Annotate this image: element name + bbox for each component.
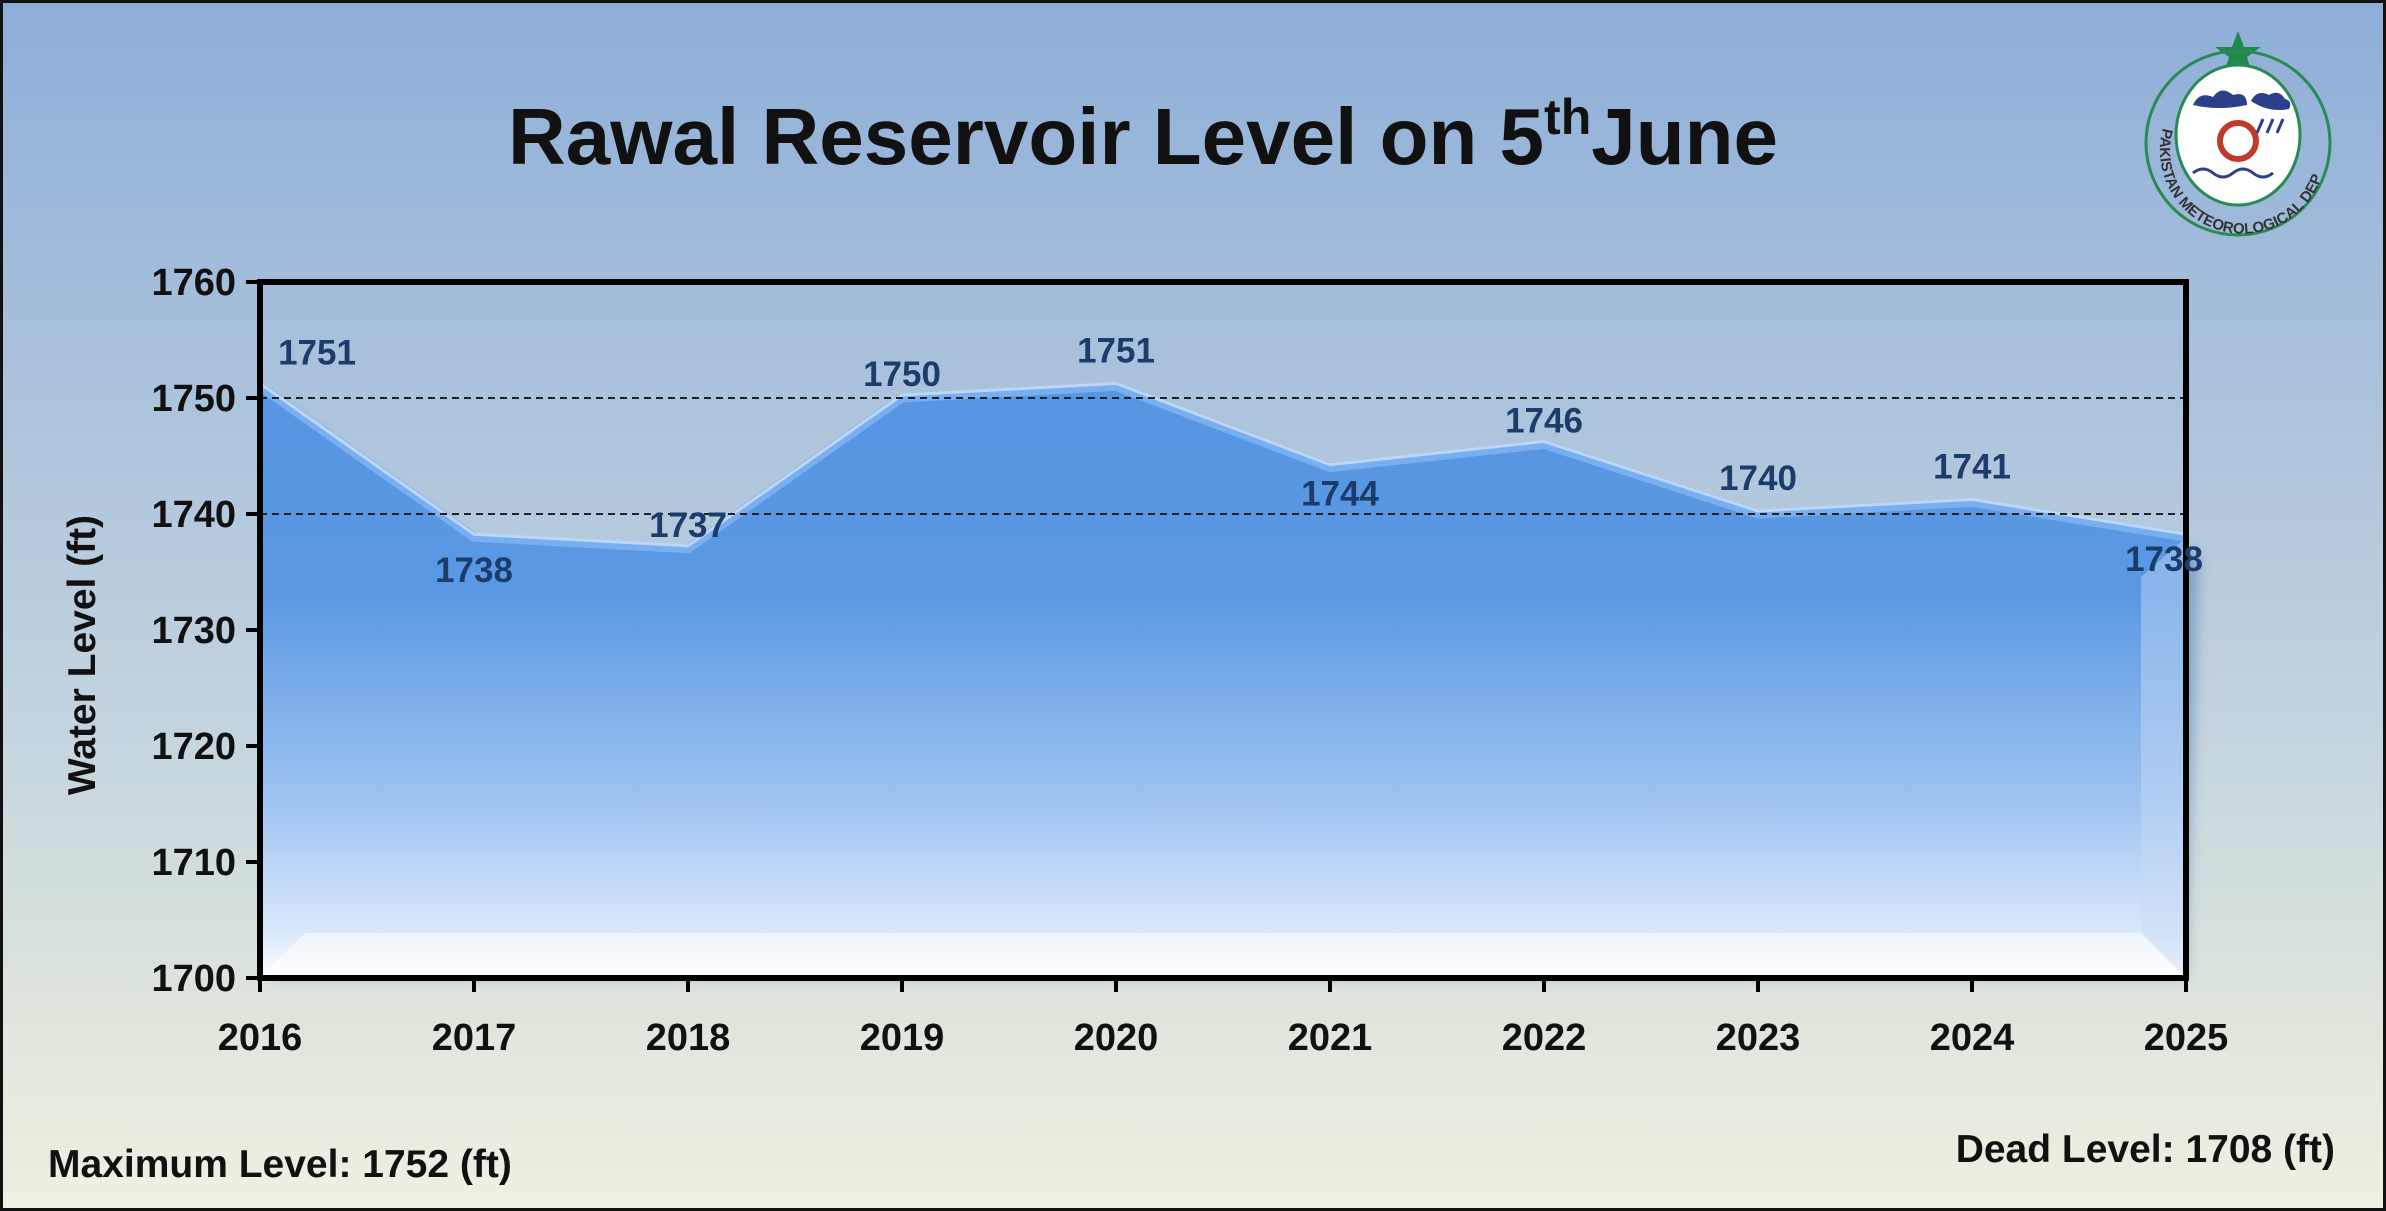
maximum-level-note: Maximum Level: 1752 (ft)	[48, 1143, 512, 1186]
data-label: 1744	[1301, 475, 1379, 514]
y-tick-label: 1700	[151, 958, 236, 1000]
data-label: 1737	[649, 506, 727, 545]
y-tick-label: 1730	[151, 610, 236, 652]
gauge-icon	[2217, 120, 2259, 162]
area-base-bevel	[260, 933, 2186, 978]
area-top-edge	[257, 381, 2187, 554]
cloud-icon	[2251, 92, 2291, 110]
x-tick-label: 2021	[1288, 1017, 1373, 1059]
chart: 1700 1710 1720 1730 1740 1750 1760 2016 2017 2018…	[61, 262, 2229, 1059]
cloud-icon	[2193, 90, 2247, 108]
data-label: 1750	[863, 355, 941, 394]
y-tick-label: 1710	[151, 842, 236, 884]
pmd-logo: PAKISTAN METEOROLOGICAL DEPARTMENT	[2123, 23, 2332, 238]
dead-level-note: Dead Level: 1708 (ft)	[1955, 1128, 2335, 1171]
data-label: 1740	[1719, 459, 1797, 498]
chart-title: Rawal Reservoir Level on 5thJune	[3, 91, 2283, 183]
title-superscript: th	[1544, 89, 1592, 145]
data-label: 1738	[2125, 540, 2203, 579]
rain-icon	[2255, 118, 2285, 134]
data-label: 1751	[278, 333, 356, 372]
y-tick-label: 1750	[151, 378, 236, 420]
y-tick-label: 1760	[151, 262, 236, 304]
logo-ring	[2144, 49, 2332, 237]
x-tick-label: 2023	[1716, 1017, 1801, 1059]
x-tick-label: 2018	[646, 1017, 731, 1059]
data-label: 1738	[435, 551, 513, 590]
data-label: 1751	[1077, 331, 1155, 370]
x-tick-label: 2019	[860, 1017, 945, 1059]
wave-icon	[2192, 167, 2274, 179]
y-tick-label: 1740	[151, 494, 236, 536]
logo-emblem	[2174, 63, 2302, 207]
y-axis-title: Water Level (ft)	[61, 515, 104, 795]
data-label: 1746	[1505, 401, 1583, 440]
area-series	[260, 386, 2186, 978]
title-main: Rawal Reservoir Level on 5	[508, 92, 1545, 181]
data-label: 1741	[1933, 447, 2011, 486]
title-month: June	[1591, 92, 1778, 181]
area-top-highlight	[259, 381, 2187, 548]
x-tick-label: 2017	[432, 1017, 517, 1059]
x-tick-label: 2022	[1502, 1017, 1587, 1059]
x-tick-label: 2024	[1930, 1017, 2015, 1059]
area-side-bevel	[2141, 537, 2186, 978]
x-tick-label: 2025	[2144, 1017, 2229, 1059]
x-tick-label: 2020	[1074, 1017, 1159, 1059]
y-tick-label: 1720	[151, 726, 236, 768]
x-tick-label: 2016	[218, 1017, 303, 1059]
